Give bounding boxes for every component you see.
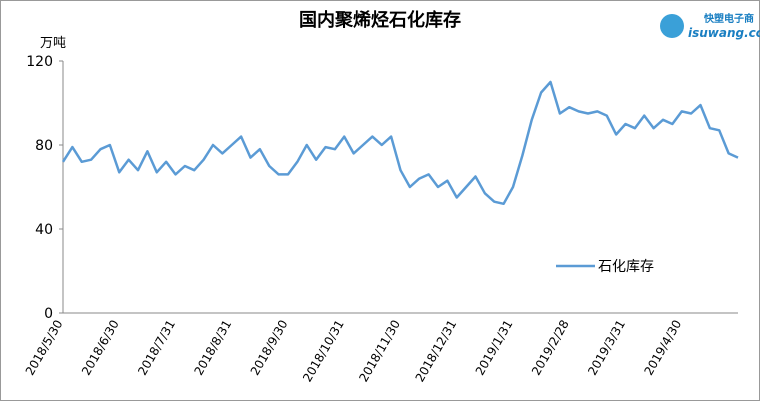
logo-icon [660, 14, 684, 38]
data-line [61, 80, 739, 206]
chart-title: 国内聚烯烃石化库存 [299, 9, 461, 31]
y-tick-label: 0 [44, 306, 53, 322]
legend-label: 石化库存 [598, 259, 654, 275]
y-tick-label: 40 [35, 222, 53, 238]
y-tick-label: 120 [26, 54, 53, 70]
logo-brand: 快塑电子商 [703, 12, 754, 25]
logo-site: isuwang.co [688, 26, 760, 40]
y-tick-label: 80 [35, 138, 53, 154]
y-axis-label: 万吨 [40, 36, 66, 51]
